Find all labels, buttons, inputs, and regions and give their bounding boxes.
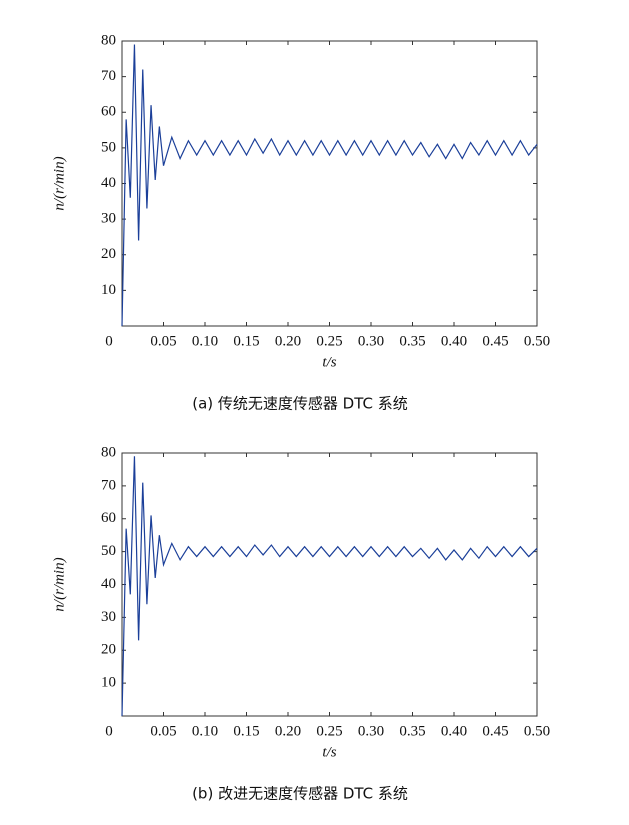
x-tick-label: 0.15 <box>233 723 259 739</box>
x-tick-label: 0.25 <box>316 333 342 349</box>
x-tick-label: 0.20 <box>275 333 301 349</box>
y-tick-label: 20 <box>101 246 116 262</box>
x-tick-label: 0 <box>105 333 113 349</box>
x-tick-label: 0.35 <box>399 723 425 739</box>
y-tick-label: 60 <box>101 104 116 120</box>
y-tick-label: 80 <box>101 32 116 48</box>
plot-frame <box>121 40 538 327</box>
x-tick-label: 0.30 <box>358 333 384 349</box>
x-tick-label: 0 <box>105 723 113 739</box>
y-tick-label: 70 <box>101 477 116 493</box>
x-tick-label: 0.35 <box>399 333 425 349</box>
y-tick-label: 70 <box>101 68 116 84</box>
y-tick-label: 40 <box>101 576 116 592</box>
x-tick-label: 0.50 <box>524 333 550 349</box>
x-tick-label: 0.15 <box>233 333 259 349</box>
y-tick-label: 30 <box>101 211 116 227</box>
x-tick-label: 0.25 <box>316 723 342 739</box>
x-tick-label: 0.40 <box>441 723 467 739</box>
caption: (a) 传统无速度传感器 DTC 系统 <box>192 395 408 413</box>
y-tick-label: 40 <box>101 175 116 191</box>
y-axis-label: n/(r/min) <box>51 156 67 210</box>
y-tick-label: 50 <box>101 543 116 559</box>
x-tick-label: 0.05 <box>150 333 176 349</box>
x-tick-label: 0.20 <box>275 723 301 739</box>
x-tick-label: 0.45 <box>482 723 508 739</box>
caption: (b) 改进无速度传感器 DTC 系统 <box>192 785 408 803</box>
y-tick-label: 80 <box>101 444 116 460</box>
y-tick-label: 10 <box>101 675 116 691</box>
x-tick-label: 0.10 <box>192 333 218 349</box>
y-tick-label: 60 <box>101 510 116 526</box>
x-axis-label: t/s <box>322 744 336 760</box>
y-tick-label: 30 <box>101 609 116 625</box>
line-series <box>121 44 538 327</box>
y-tick-label: 50 <box>101 139 116 155</box>
x-tick-label: 0.05 <box>150 723 176 739</box>
x-tick-label: 0.45 <box>482 333 508 349</box>
x-tick-label: 0.10 <box>192 723 218 739</box>
y-axis-label: n/(r/min) <box>51 557 67 611</box>
x-tick-label: 0.40 <box>441 333 467 349</box>
x-tick-label: 0.50 <box>524 723 550 739</box>
x-axis-label: t/s <box>322 354 336 370</box>
x-tick-label: 0.30 <box>358 723 384 739</box>
y-tick-label: 20 <box>101 642 116 658</box>
plot-frame <box>121 452 538 717</box>
y-tick-label: 10 <box>101 282 116 298</box>
line-series <box>121 456 538 717</box>
